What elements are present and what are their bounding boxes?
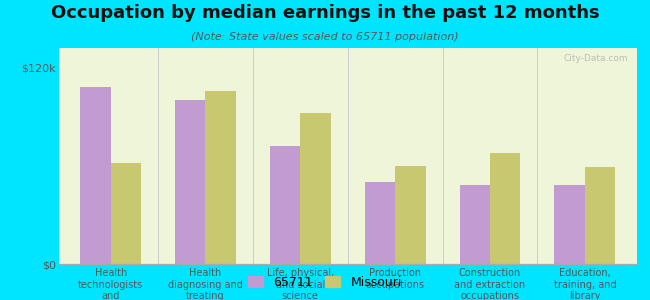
Bar [175, 100, 205, 264]
Legend: 65711, Missouri: 65711, Missouri [243, 271, 407, 294]
Bar [395, 166, 426, 264]
Bar [111, 163, 141, 264]
Bar [490, 153, 521, 264]
Bar [585, 167, 615, 264]
Bar [460, 185, 490, 264]
Text: City-Data.com: City-Data.com [564, 55, 629, 64]
Bar [270, 146, 300, 264]
Bar [205, 91, 236, 264]
Bar [554, 185, 585, 264]
Bar [81, 87, 110, 264]
Bar [365, 182, 395, 264]
Text: (Note: State values scaled to 65711 population): (Note: State values scaled to 65711 popu… [191, 32, 459, 41]
Text: Occupation by median earnings in the past 12 months: Occupation by median earnings in the pas… [51, 4, 599, 22]
Bar [300, 113, 331, 264]
